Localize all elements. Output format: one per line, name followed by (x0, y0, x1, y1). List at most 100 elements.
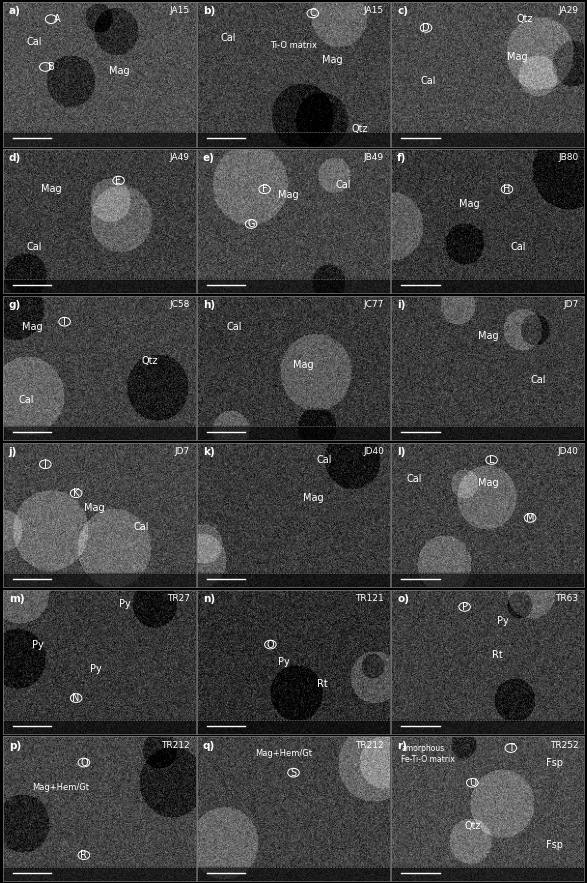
Bar (197, 867, 390, 881)
Text: m): m) (9, 594, 24, 604)
Text: h): h) (203, 300, 215, 310)
Text: Cal: Cal (134, 522, 150, 532)
Text: Py: Py (119, 599, 130, 609)
Text: Py: Py (32, 639, 43, 650)
Text: Cal: Cal (26, 37, 42, 48)
Text: Mag+Hem/Gt: Mag+Hem/Gt (32, 782, 89, 792)
Text: d): d) (9, 153, 21, 163)
Text: JA15: JA15 (364, 6, 384, 15)
Text: JD7: JD7 (174, 447, 190, 456)
Bar (3, 573, 195, 587)
Text: Py: Py (90, 664, 102, 674)
Text: Mag: Mag (507, 52, 528, 62)
Bar (197, 279, 390, 293)
Text: c): c) (397, 6, 408, 16)
Text: T: T (508, 743, 514, 753)
Text: C: C (309, 8, 316, 19)
Text: Qtz: Qtz (464, 821, 481, 831)
Text: JC58: JC58 (170, 300, 190, 309)
Text: Mag: Mag (22, 322, 43, 333)
Text: TR27: TR27 (167, 594, 190, 603)
Text: JA15: JA15 (170, 6, 190, 15)
Text: Cal: Cal (420, 77, 436, 87)
Text: Mag: Mag (294, 360, 314, 370)
Text: TR63: TR63 (555, 594, 578, 603)
Text: Qtz: Qtz (351, 125, 368, 134)
Text: Cal: Cal (226, 322, 242, 333)
Text: Mag: Mag (478, 331, 499, 341)
Text: n): n) (203, 594, 215, 604)
Text: Mag: Mag (303, 493, 324, 502)
Text: g): g) (9, 300, 21, 310)
Text: JD7: JD7 (563, 300, 578, 309)
Text: Cal: Cal (220, 33, 236, 43)
Text: JD40: JD40 (363, 447, 384, 456)
Bar (392, 573, 584, 587)
Text: B: B (48, 62, 55, 72)
Text: Py: Py (497, 616, 509, 626)
Text: L: L (489, 455, 494, 465)
Text: Mag: Mag (42, 185, 62, 194)
Text: Cal: Cal (316, 455, 332, 465)
Text: S: S (291, 767, 296, 778)
Text: amorphous
Fe-Ti-O matrix: amorphous Fe-Ti-O matrix (401, 744, 455, 764)
Text: f): f) (397, 153, 407, 163)
Bar (392, 867, 584, 881)
Text: J: J (44, 459, 47, 469)
Text: D: D (422, 23, 430, 33)
Text: I: I (63, 317, 66, 327)
Bar (197, 720, 390, 735)
Text: Cal: Cal (18, 395, 34, 405)
Text: TR121: TR121 (355, 594, 384, 603)
Text: k): k) (203, 447, 215, 457)
Bar (392, 132, 584, 147)
Bar (3, 132, 195, 147)
Bar (392, 720, 584, 735)
Text: A: A (53, 14, 60, 24)
Text: Rt: Rt (491, 650, 502, 660)
Text: Fsp: Fsp (545, 758, 562, 767)
Text: Mag: Mag (109, 66, 130, 76)
Text: p): p) (9, 741, 21, 751)
Text: K: K (73, 488, 79, 498)
Text: O: O (266, 639, 274, 650)
Text: e): e) (203, 153, 215, 163)
Bar (392, 279, 584, 293)
Text: JC77: JC77 (364, 300, 384, 309)
Text: Mag+Hem/Gt: Mag+Hem/Gt (255, 750, 312, 758)
Text: j): j) (9, 447, 17, 457)
Text: JA29: JA29 (558, 6, 578, 15)
Text: TR212: TR212 (356, 741, 384, 750)
Text: r): r) (397, 741, 407, 751)
Text: JD40: JD40 (558, 447, 578, 456)
Text: Qtz: Qtz (517, 14, 533, 24)
Bar (197, 573, 390, 587)
Text: TR252: TR252 (549, 741, 578, 750)
Text: JB49: JB49 (364, 153, 384, 162)
Bar (3, 279, 195, 293)
Text: F: F (262, 185, 268, 194)
Text: l): l) (397, 447, 406, 457)
Text: Mag: Mag (84, 502, 104, 513)
Text: a): a) (9, 6, 21, 16)
Text: Qtz: Qtz (141, 356, 158, 366)
Text: Mag: Mag (459, 199, 480, 208)
Text: Cal: Cal (530, 374, 545, 385)
Text: Cal: Cal (511, 242, 527, 253)
Text: Ti-O matrix: Ti-O matrix (271, 41, 318, 49)
Text: N: N (72, 693, 80, 703)
Bar (3, 720, 195, 735)
Text: G: G (247, 219, 255, 229)
Text: R: R (80, 850, 87, 860)
Text: o): o) (397, 594, 409, 604)
Bar (197, 132, 390, 147)
Text: P: P (461, 602, 468, 612)
Bar (3, 426, 195, 441)
Text: Py: Py (278, 657, 290, 667)
Text: H: H (503, 185, 511, 194)
Text: TR212: TR212 (161, 741, 190, 750)
Text: E: E (116, 176, 122, 185)
Text: q): q) (203, 741, 215, 751)
Text: U: U (469, 778, 476, 788)
Text: Mag: Mag (478, 478, 499, 488)
